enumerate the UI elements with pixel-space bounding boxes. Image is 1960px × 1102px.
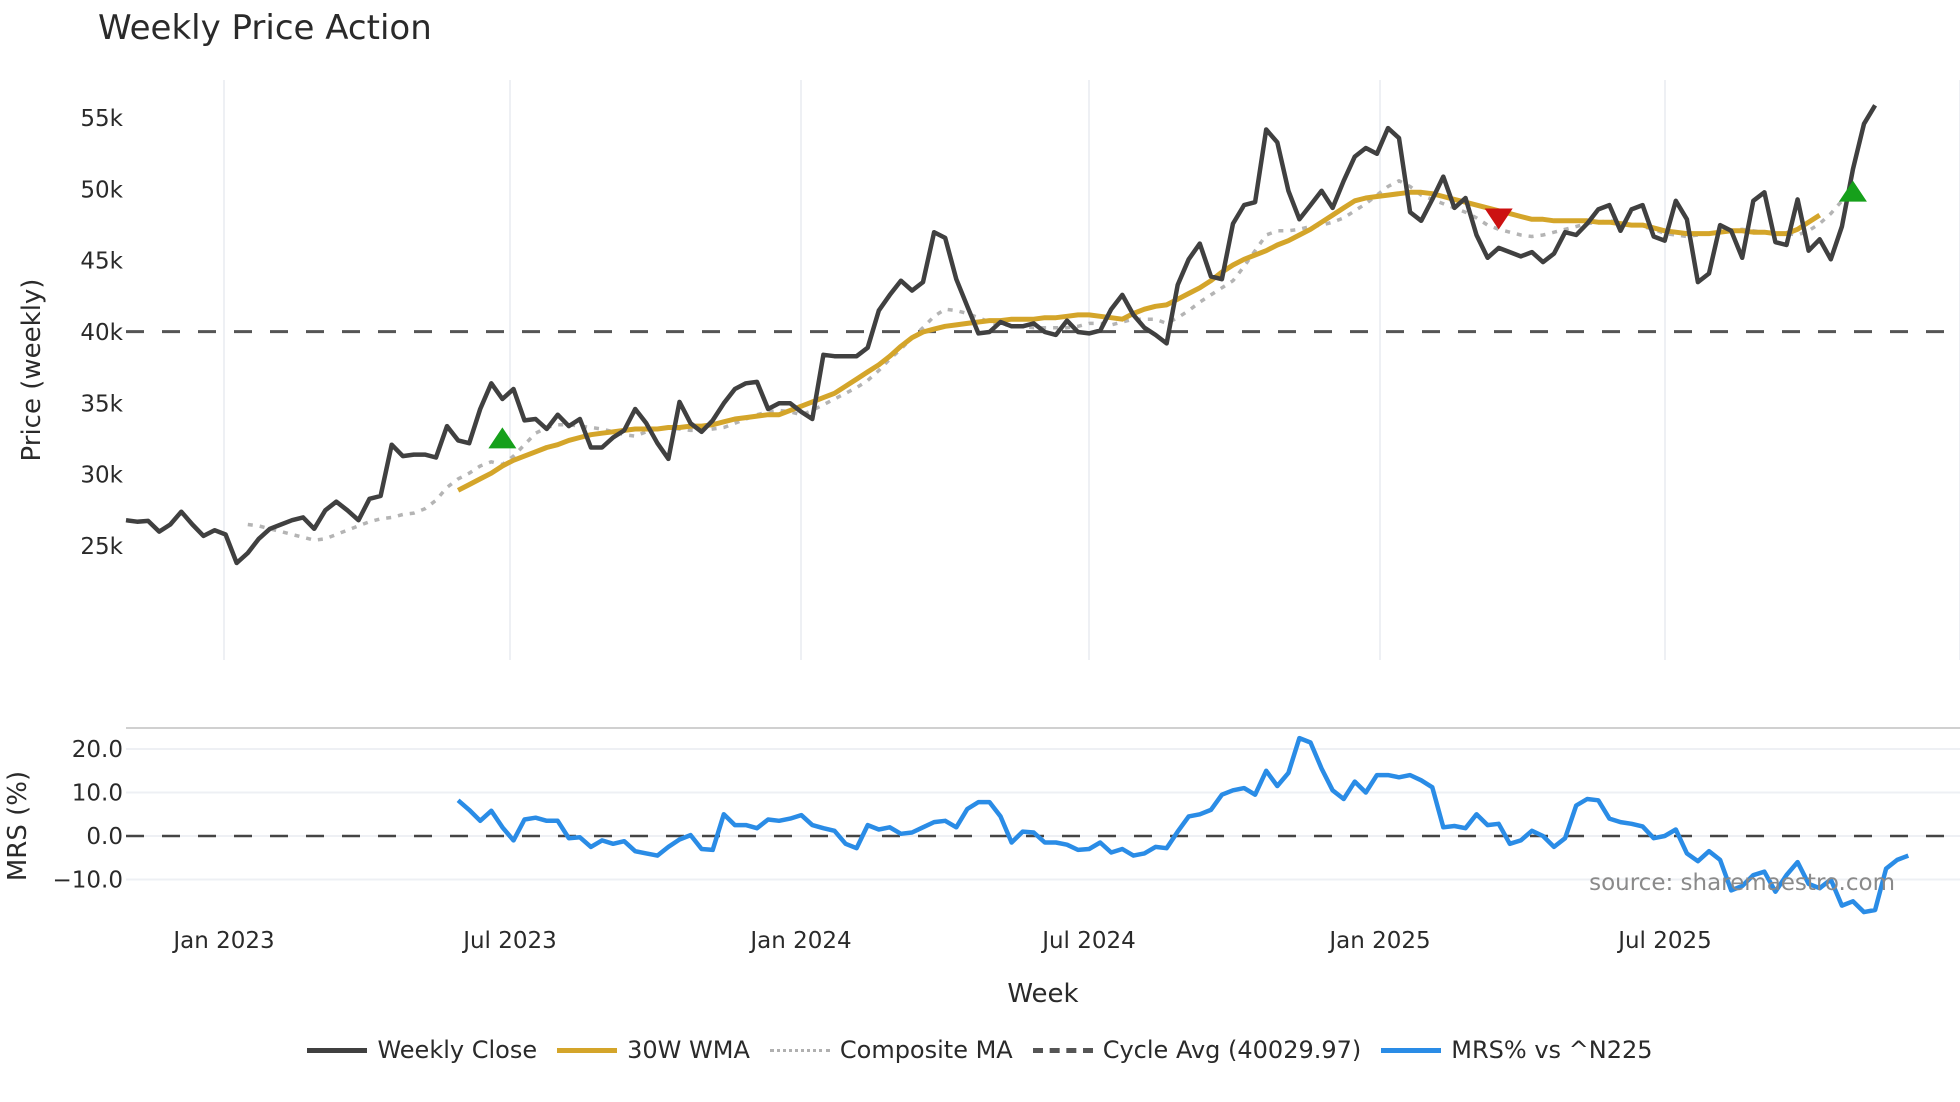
legend-label: 30W WMA <box>627 1036 750 1064</box>
buy-signal-marker <box>1838 180 1867 202</box>
y-tick-label: 50k <box>80 177 123 203</box>
x-axis-title: Week <box>1007 979 1078 1009</box>
sell-signal-marker <box>1484 208 1513 230</box>
y-tick-label: 55k <box>80 106 123 132</box>
legend-item[interactable]: Composite MA <box>769 1036 1013 1064</box>
legend-label: Composite MA <box>839 1036 1013 1064</box>
x-tick-label: Jan 2024 <box>748 928 851 954</box>
wma-line <box>456 189 1822 493</box>
y-tick-label: 25k <box>80 534 123 560</box>
legend-item[interactable]: 30W WMA <box>557 1036 750 1064</box>
composite-ma-line <box>247 179 1844 542</box>
y-tick-label: 30k <box>80 463 123 489</box>
y-tick-label: 35k <box>80 391 123 417</box>
chart-title: Weekly Price Action <box>98 8 432 48</box>
y-tick-label: 40k <box>80 320 123 346</box>
reference-lines <box>126 330 1960 838</box>
x-tick-label: Jul 2025 <box>1616 928 1712 954</box>
axis-ticks: Jan 2023 Jul 2023 Jan 2024 Jul 2024 Jan 2025… <box>53 106 1712 954</box>
y-tick-label: 45k <box>80 249 123 275</box>
legend-item[interactable]: Cycle Avg (40029.97) <box>1032 1036 1362 1064</box>
legend: Weekly Close 30W WMA Composite MA Cycle Avg… <box>0 1036 1960 1064</box>
legend-swatch-icon <box>307 1047 368 1053</box>
x-tick-label: Jan 2025 <box>1327 928 1430 954</box>
x-tick-label: Jan 2023 <box>171 928 274 954</box>
source-watermark: source: sharemaestro.com <box>1589 870 1895 896</box>
mrs-tick-label: 20.0 <box>72 737 123 763</box>
legend-swatch-icon <box>557 1047 618 1053</box>
mrs-tick-label: 0.0 <box>86 824 123 850</box>
price-axis-title: Price (weekly) <box>17 279 47 462</box>
legend-swatch-icon <box>769 1048 830 1052</box>
weekly-close-line <box>125 104 1878 566</box>
mrs-axis-title: MRS (%) <box>3 771 33 881</box>
series-lines <box>125 104 1910 915</box>
legend-swatch-icon <box>1032 1047 1093 1053</box>
legend-label: MRS% vs ^N225 <box>1451 1036 1653 1064</box>
x-tick-label: Jul 2024 <box>1040 928 1136 954</box>
mrs-line <box>456 735 1910 915</box>
legend-item[interactable]: MRS% vs ^N225 <box>1381 1036 1653 1064</box>
buy-signal-marker <box>488 427 517 449</box>
legend-item[interactable]: Weekly Close <box>307 1036 537 1064</box>
legend-label: Weekly Close <box>377 1036 538 1064</box>
legend-swatch-icon <box>1381 1047 1442 1053</box>
signal-markers <box>488 180 1867 449</box>
gridlines <box>126 80 1960 881</box>
x-tick-label: Jul 2023 <box>461 928 557 954</box>
legend-label: Cycle Avg (40029.97) <box>1102 1036 1362 1064</box>
mrs-tick-label: −10.0 <box>53 868 123 894</box>
mrs-tick-label: 10.0 <box>72 781 123 807</box>
